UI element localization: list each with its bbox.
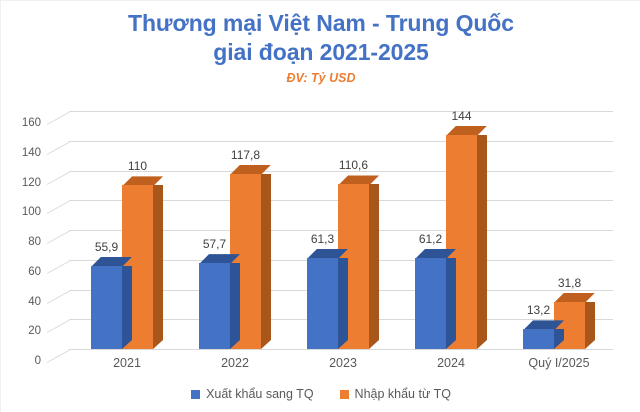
- bar-export[interactable]: [199, 263, 230, 349]
- legend-item-import[interactable]: Nhập khẩu từ TQ: [339, 387, 451, 401]
- x-axis-category-label: 2022: [221, 356, 249, 370]
- y-axis-tick-label: 60: [28, 265, 41, 278]
- gridline-depth-connector: [46, 141, 70, 155]
- chart-title-line-2: giai đoạn 2021-2025: [213, 39, 429, 65]
- bar-top-face: [230, 165, 271, 175]
- bar-top-face: [523, 320, 564, 330]
- bar-export[interactable]: [523, 329, 554, 349]
- bar-side-face: [153, 185, 163, 349]
- x-axis-category-label: 2024: [437, 356, 465, 370]
- y-axis-tick-label: 80: [28, 236, 41, 248]
- bar-front-face: [523, 329, 554, 349]
- gridline: [69, 140, 613, 142]
- bar-value-label: 110: [127, 159, 148, 174]
- bar-top-face: [91, 257, 132, 267]
- bar-top-face: [415, 249, 456, 259]
- gridline: [69, 111, 613, 112]
- bar-top-face: [307, 249, 348, 259]
- bar-side-face: [230, 263, 240, 349]
- bar-front-face: [415, 257, 446, 349]
- bar-side-face: [122, 266, 132, 349]
- bar-value-label: 57,7: [202, 237, 227, 252]
- y-axis-tick-label: 160: [21, 117, 41, 129]
- y-axis-tick-label: 0: [34, 355, 41, 367]
- bar-value-label: 31,8: [557, 275, 582, 290]
- bar-side-face: [338, 258, 348, 349]
- chart-subtitle-unit: ĐV: Tỷ USD: [286, 71, 356, 85]
- plot-area: 160 140 120 100 80 60 40 20 0 55,9 110 57,7 117,8 61,…: [22, 108, 613, 367]
- y-axis-tick-label: 40: [28, 295, 41, 308]
- bar-top-face: [338, 175, 379, 185]
- legend-swatch-icon: [339, 389, 349, 399]
- bar-top-face: [446, 126, 487, 136]
- bar-export[interactable]: [307, 258, 338, 349]
- bar-top-face: [199, 254, 240, 264]
- bar-export[interactable]: [91, 266, 122, 349]
- y-axis-tick-label: 120: [21, 176, 41, 189]
- bar-front-face: [91, 265, 122, 349]
- bar-side-face: [446, 258, 456, 349]
- bar-export[interactable]: [415, 258, 446, 349]
- chart-title-line-1: Thương mại Việt Nam - Trung Quốc: [128, 10, 514, 36]
- legend-swatch-icon: [191, 389, 201, 399]
- legend-item-export[interactable]: Xuất khẩu sang TQ: [191, 387, 314, 401]
- chart-title: Thương mại Việt Nam - Trung Quốc giai đo…: [1, 9, 640, 67]
- bar-top-face: [554, 293, 595, 303]
- gridline-depth-connector: [46, 289, 70, 304]
- gridline-depth-connector: [46, 319, 70, 334]
- legend-label: Nhập khẩu từ TQ: [354, 387, 451, 401]
- bar-top-face: [122, 176, 163, 186]
- bar-value-label: 117,8: [230, 147, 261, 162]
- bar-front-face: [199, 263, 230, 349]
- y-axis-tick-label: 20: [28, 325, 41, 338]
- gridline-depth-connector: [46, 349, 70, 363]
- legend-label: Xuất khẩu sang TQ: [206, 387, 314, 401]
- bar-value-label: 144: [451, 108, 472, 123]
- gridline-depth-connector: [46, 170, 70, 185]
- x-axis-category-label: 2023: [329, 356, 357, 370]
- bar-side-face: [261, 174, 271, 349]
- gridline: [69, 170, 613, 172]
- gridline-depth-connector: [46, 260, 70, 274]
- bar-side-face: [554, 329, 564, 349]
- chart-legend: Xuất khẩu sang TQ Nhập khẩu từ TQ: [1, 387, 640, 401]
- bar-side-face: [585, 302, 595, 349]
- y-axis-tick-label: 100: [21, 206, 41, 219]
- bar-value-label: 61,3: [310, 231, 335, 246]
- x-axis-category-label: 2021: [113, 356, 141, 370]
- gridline-depth-connector: [46, 200, 70, 215]
- y-axis-tick-label: 140: [21, 146, 41, 159]
- gridline: [69, 349, 613, 350]
- bar-value-label: 110,6: [338, 158, 369, 173]
- gridline-depth-connector: [46, 111, 70, 125]
- bar-side-face: [477, 135, 487, 349]
- bar-value-label: 55,9: [94, 239, 119, 254]
- bar-value-label: 13,2: [526, 303, 551, 318]
- x-axis-category-label: Quý I/2025: [528, 356, 590, 370]
- bar-value-label: 61,2: [418, 231, 443, 246]
- bar-front-face: [307, 257, 338, 349]
- gridline-depth-connector: [46, 230, 70, 244]
- bar-side-face: [369, 184, 379, 349]
